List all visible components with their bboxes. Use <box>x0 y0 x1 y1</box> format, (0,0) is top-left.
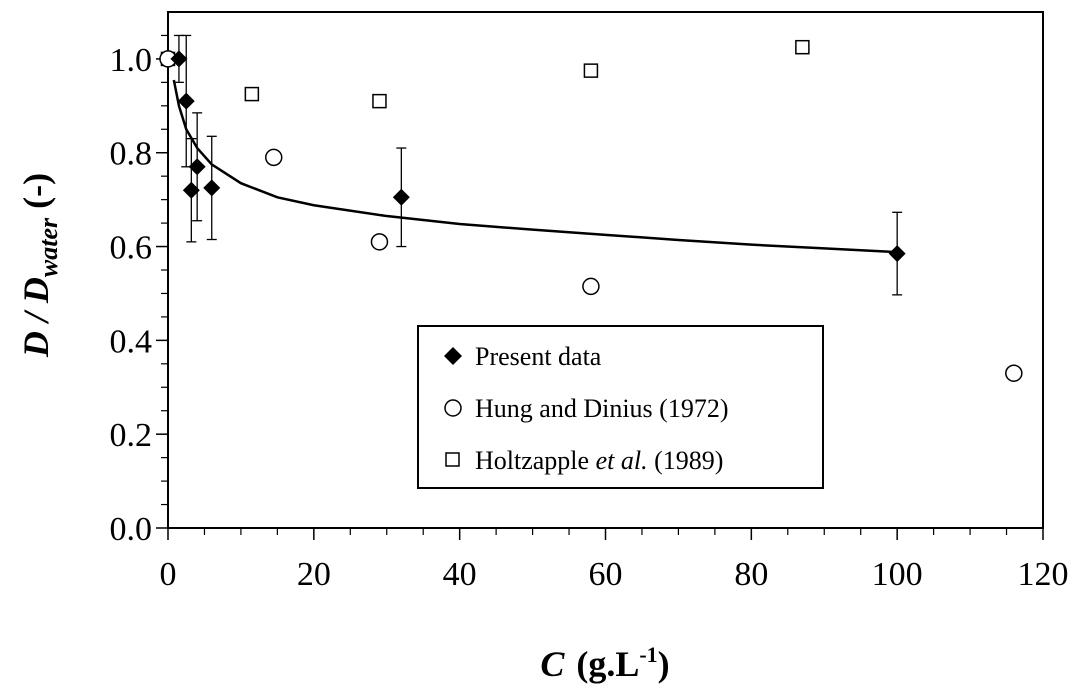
marker-layer <box>159 39 1023 382</box>
x-tick-label-60: 60 <box>589 556 623 593</box>
fit-curve <box>172 79 898 254</box>
y-tick-label-0.6: 0.6 <box>110 230 153 267</box>
x-tick-label-80: 80 <box>734 556 768 593</box>
present-point-6 <box>888 245 906 263</box>
x-axis: 0 20 40 60 80 100 120 <box>160 528 1069 593</box>
legend-box <box>417 325 824 489</box>
legend-marker-circle <box>444 399 462 417</box>
x-tick-label-20: 20 <box>297 556 331 593</box>
holtzapple-point-3 <box>583 63 599 78</box>
legend: Present data Hung and Dinius (1972) Holt… <box>417 325 824 489</box>
hung-point-4 <box>1005 364 1023 382</box>
y-axis-title: D / Dwater (-) <box>16 173 63 358</box>
x-axis-title-unit: (g.L <box>576 644 639 684</box>
x-axis-title-exp: -1 <box>639 642 657 667</box>
x-axis-title-main: C <box>540 644 565 684</box>
legend-label-hung: Hung and Dinius (1972) <box>475 394 728 423</box>
y-axis-title-main: D / D <box>16 277 56 358</box>
holtzapple-point-2 <box>372 93 387 109</box>
holtzapple-point-4 <box>795 39 810 55</box>
present-point-0 <box>170 50 188 68</box>
x-tick-label-120: 120 <box>1018 556 1069 593</box>
y-tick-label-0.8: 0.8 <box>110 136 153 173</box>
y-tick-label-0.2: 0.2 <box>110 417 153 454</box>
legend-marker-diamond <box>444 347 462 365</box>
hung-point-2 <box>370 233 389 251</box>
error-bar-layer <box>173 34 903 296</box>
hung-point-3 <box>582 277 600 296</box>
x-axis-title-close: ) <box>658 644 670 684</box>
legend-label-holtzapple: Holtzapple et al. (1989) <box>475 446 723 475</box>
present-point-1 <box>177 92 195 110</box>
hung-point-1 <box>264 148 283 167</box>
legend-holtzapple-part1: Holtzapple <box>475 446 596 475</box>
holtzapple-point-1 <box>244 86 260 102</box>
x-tick-label-100: 100 <box>872 556 923 593</box>
y-tick-label-1.0: 1.0 <box>110 42 153 79</box>
y-axis-title-sub: water <box>34 217 63 277</box>
present-point-2 <box>182 181 200 199</box>
legend-holtzapple-part2: et al. <box>596 446 648 475</box>
x-axis-title: C (g.L-1) <box>540 642 669 684</box>
present-point-4 <box>203 179 221 197</box>
y-axis: 0.0 0.2 0.4 0.6 0.8 1.0 <box>110 34 168 548</box>
present-point-5 <box>392 188 410 206</box>
fit-curve-layer <box>172 79 898 254</box>
present-point-3 <box>188 158 206 176</box>
legend-holtzapple-part3: (1989) <box>648 446 724 475</box>
x-tick-label-40: 40 <box>443 556 477 593</box>
x-tick-label-0: 0 <box>160 556 177 593</box>
y-axis-title-suffix: (-) <box>16 173 56 218</box>
y-tick-label-0.4: 0.4 <box>110 323 153 360</box>
legend-label-present: Present data <box>475 342 602 371</box>
y-tick-label-0.0: 0.0 <box>110 511 153 548</box>
legend-marker-square <box>445 452 460 467</box>
